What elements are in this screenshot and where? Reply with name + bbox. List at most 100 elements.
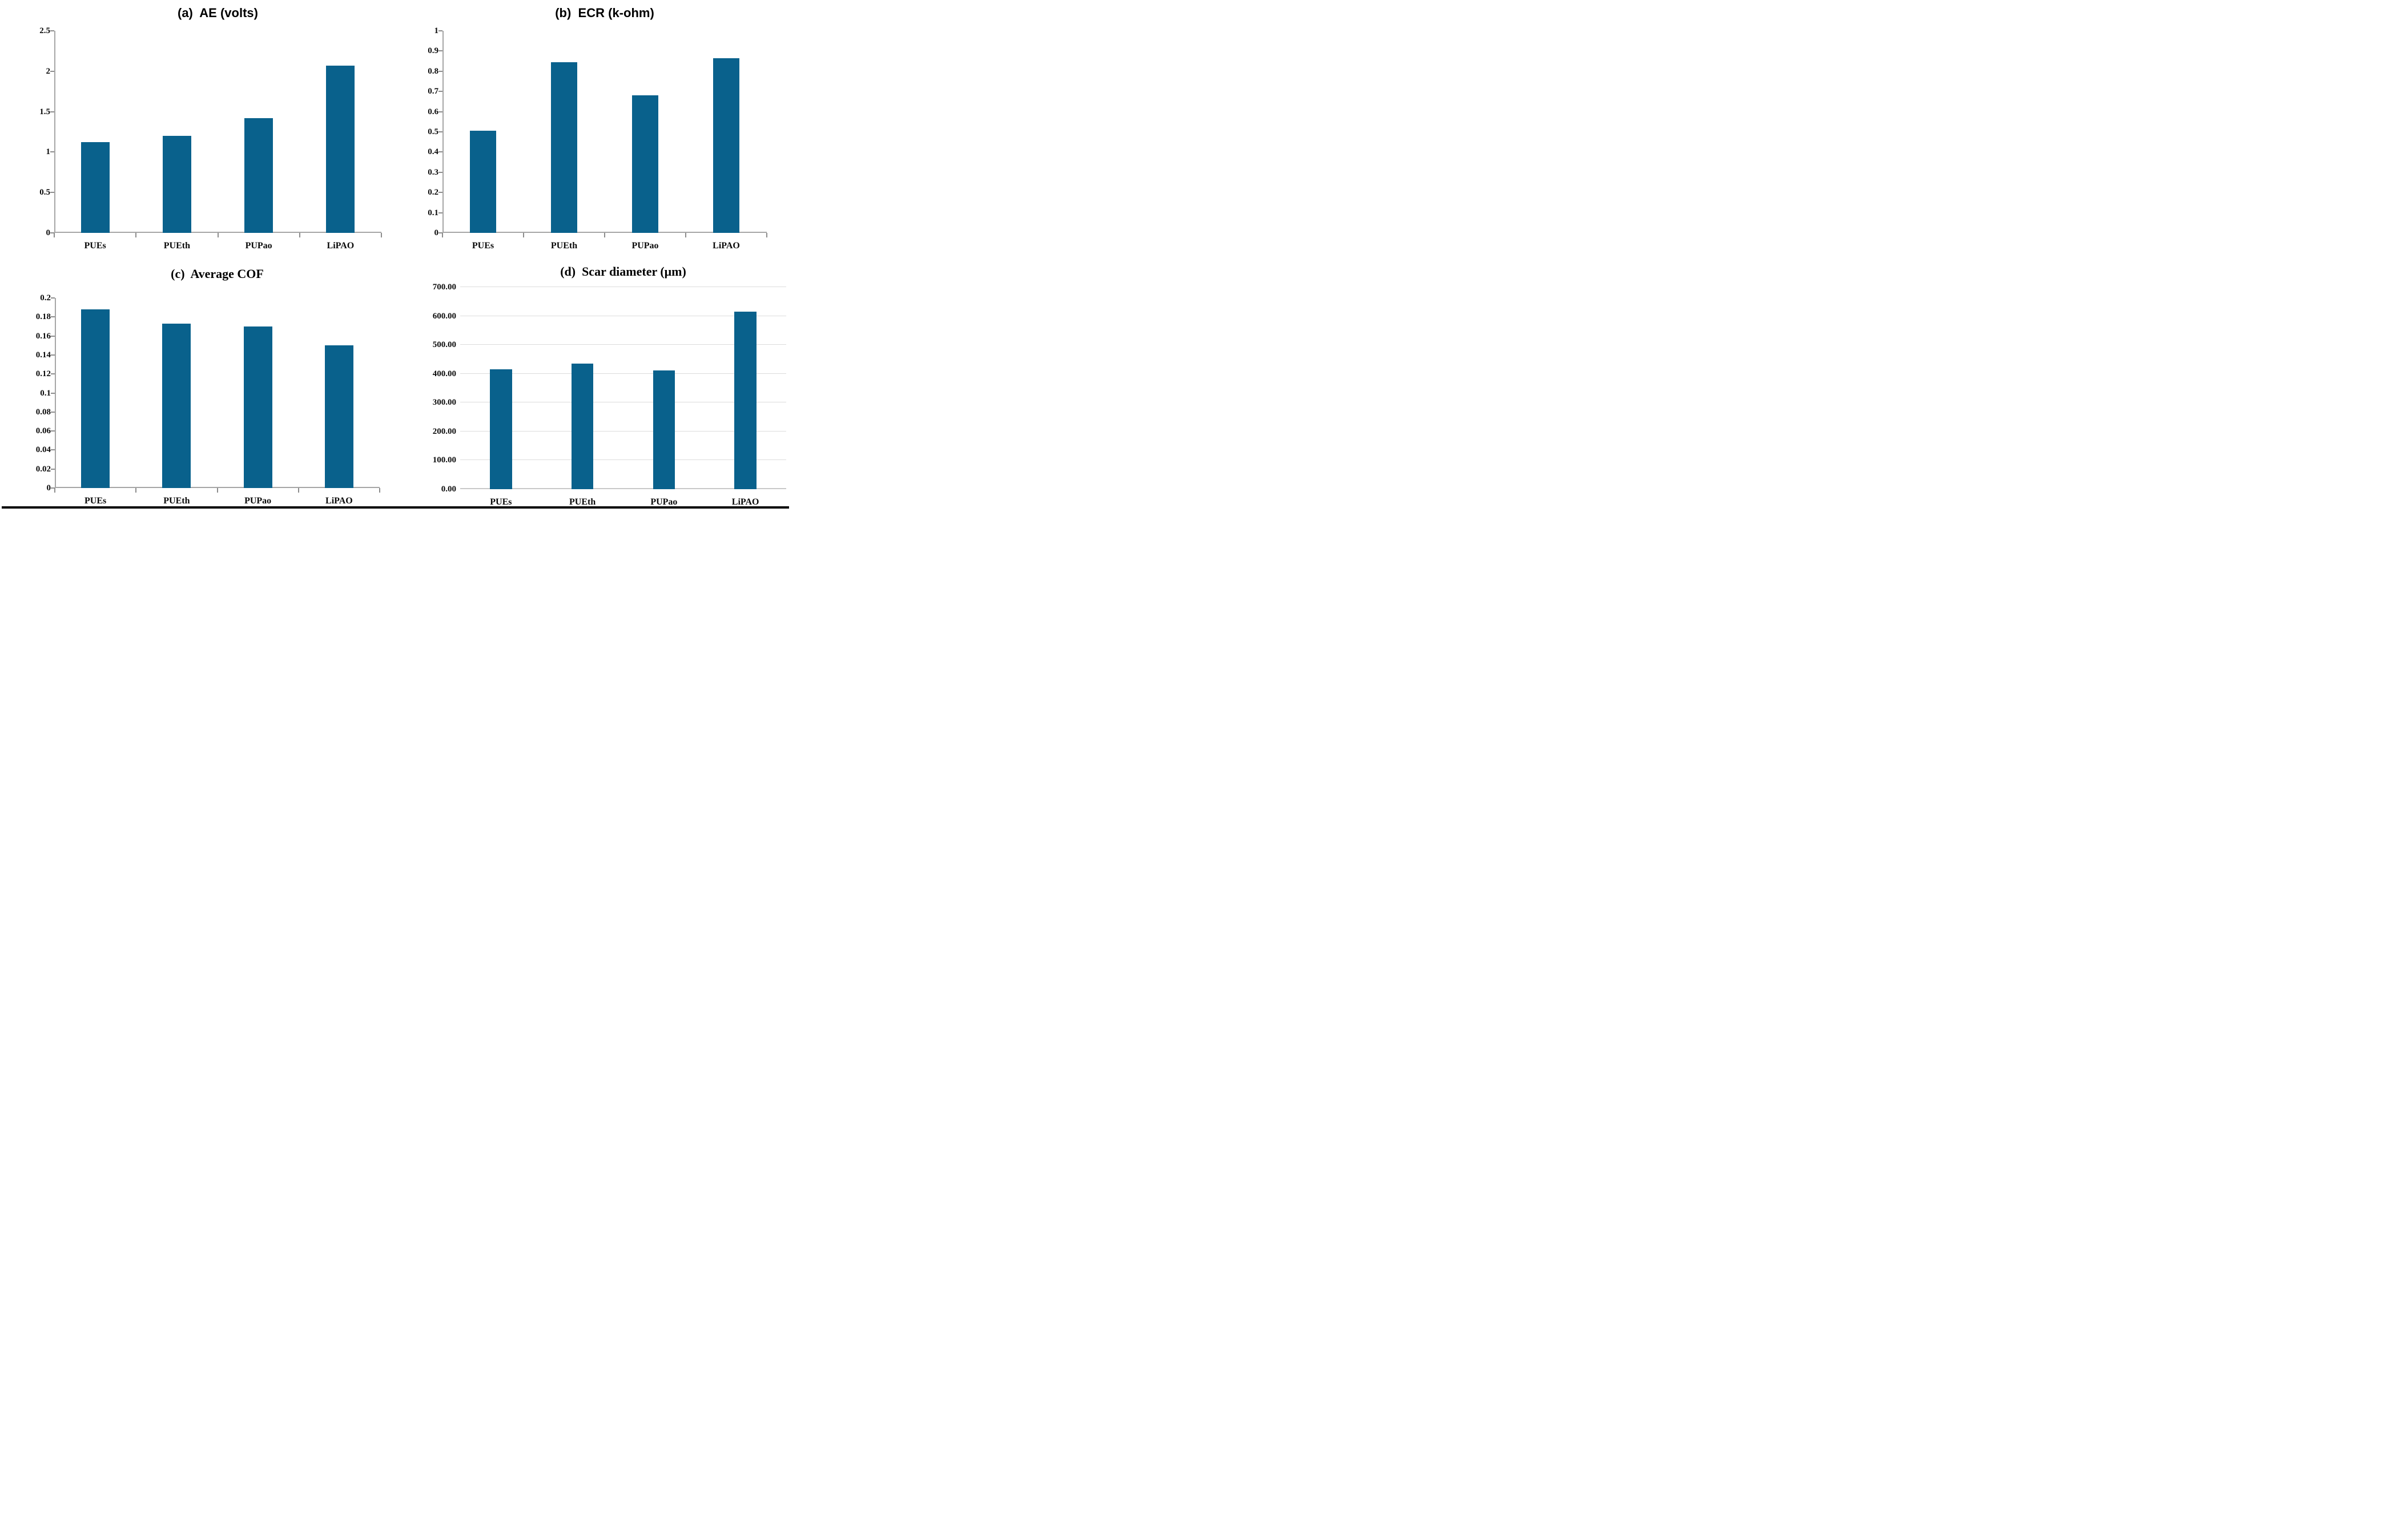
x-tick-mark (604, 233, 605, 237)
category-label: PUEth (163, 496, 190, 506)
y-tick-label: 0.12 (35, 369, 51, 379)
x-tick-mark (217, 233, 219, 237)
y-tick-mark (51, 297, 55, 299)
x-tick-mark (379, 488, 380, 493)
y-tick-mark (50, 30, 54, 31)
y-tick-mark (438, 131, 442, 132)
bar-PUPao (632, 95, 658, 233)
y-tick-label: 2.5 (39, 26, 50, 35)
plot-area-c (55, 298, 380, 488)
category-label: PUPao (244, 496, 272, 506)
category-label: PUEth (163, 241, 190, 251)
y-tick-label: 200.00 (432, 426, 456, 436)
x-tick-mark (297, 488, 299, 493)
y-tick-label: 500.00 (432, 340, 456, 350)
y-tick-mark (50, 232, 54, 233)
category-label: LiPAO (325, 496, 353, 506)
y-tick-label: 0.08 (35, 407, 51, 417)
panel-scar-diameter: (d) Scar diameter (μm) 0.00 100.00 200.00 3… (397, 257, 795, 507)
figure-four-panel-bar-charts: (a) AE (volts) 0 0.5 1 1.5 2 2.5 PUEs PUEth PUPa… (0, 0, 795, 513)
y-tick-mark (438, 91, 442, 92)
y-tick-mark (438, 232, 442, 233)
y-tick-label: 1.5 (39, 107, 50, 116)
y-tick-label: 0.8 (428, 66, 438, 76)
y-tick-label: 0.04 (35, 445, 51, 455)
panel-average-cof: (c) Average COF 0 0.02 0.04 0.06 0.08 0.1 0.12… (0, 257, 397, 506)
x-tick-mark (54, 233, 55, 237)
y-tick-label: 0.18 (35, 312, 51, 322)
y-tick-mark (51, 316, 55, 318)
bar-PUEth (571, 364, 594, 489)
panel-ae-volts: (a) AE (volts) 0 0.5 1 1.5 2 2.5 PUEs PUEth PUPa… (0, 0, 397, 257)
y-tick-mark (50, 151, 54, 153)
bar-PUEth (551, 62, 577, 233)
y-tick-label: 0.1 (40, 388, 51, 398)
grid-line (460, 459, 786, 461)
y-tick-mark (50, 111, 54, 112)
y-tick-label: 0.5 (428, 127, 438, 136)
x-tick-mark (523, 233, 524, 237)
bar-PUPao (653, 370, 675, 489)
bar-PUEth (162, 136, 191, 233)
y-tick-label: 0.4 (428, 147, 438, 157)
y-tick-label: 0 (46, 483, 51, 493)
chart-title-b: (b) ECR (k-ohm) (555, 6, 654, 20)
y-tick-mark (50, 70, 54, 72)
chart-title-c: (c) Average COF (171, 267, 264, 281)
y-tick-mark (51, 335, 55, 337)
plot-area-a (54, 31, 381, 233)
y-tick-label: 0 (46, 228, 51, 237)
bar-LiPAO (324, 345, 353, 488)
bar-PUPao (244, 118, 273, 233)
bar-PUEs (490, 369, 512, 489)
category-label: LiPAO (731, 497, 759, 507)
y-tick-mark (51, 487, 55, 489)
x-tick-mark (54, 488, 55, 493)
bar-LiPAO (734, 311, 757, 489)
plot-area-d (460, 287, 786, 489)
y-tick-label: 600.00 (432, 311, 456, 321)
grid-line (460, 430, 786, 432)
y-tick-label: 0.6 (428, 107, 438, 116)
chart-title-a: (a) AE (volts) (178, 6, 258, 20)
chart-title-d: (d) Scar diameter (μm) (560, 264, 686, 279)
bar-PUPao (243, 326, 272, 488)
y-tick-label: 1 (434, 26, 439, 35)
y-tick-label: 2 (46, 66, 51, 76)
category-label: LiPAO (327, 241, 355, 251)
x-tick-mark (442, 233, 443, 237)
y-tick-mark (51, 430, 55, 432)
y-tick-mark (438, 151, 442, 153)
bar-PUEth (162, 323, 191, 488)
category-label: PUEs (490, 497, 512, 507)
y-tick-mark (51, 411, 55, 413)
y-tick-label: 0.02 (35, 464, 51, 474)
x-tick-mark (135, 233, 137, 237)
y-tick-label: 400.00 (432, 369, 456, 378)
y-tick-mark (438, 192, 442, 193)
y-tick-mark (438, 70, 442, 72)
y-tick-mark (438, 50, 442, 52)
y-tick-label: 0.16 (35, 331, 51, 341)
y-tick-mark (51, 373, 55, 375)
bar-LiPAO (713, 58, 739, 233)
grid-line (460, 373, 786, 374)
plot-area-b (442, 31, 767, 233)
x-tick-mark (381, 233, 382, 237)
x-tick-mark (685, 233, 686, 237)
category-label: PUPao (245, 241, 272, 251)
y-tick-mark (51, 449, 55, 451)
category-label: LiPAO (713, 241, 740, 251)
y-tick-label: 0.00 (441, 485, 456, 494)
bottom-divider-rule (2, 506, 789, 509)
y-tick-mark (438, 171, 442, 173)
y-tick-label: 0.9 (428, 46, 438, 56)
y-tick-mark (438, 30, 442, 31)
category-label: PUEs (472, 241, 494, 251)
bar-PUEs (81, 309, 110, 488)
y-tick-mark (51, 354, 55, 356)
category-label: PUEs (84, 241, 106, 251)
bar-PUEs (470, 131, 496, 233)
y-tick-mark (51, 392, 55, 394)
x-tick-mark (766, 233, 767, 237)
